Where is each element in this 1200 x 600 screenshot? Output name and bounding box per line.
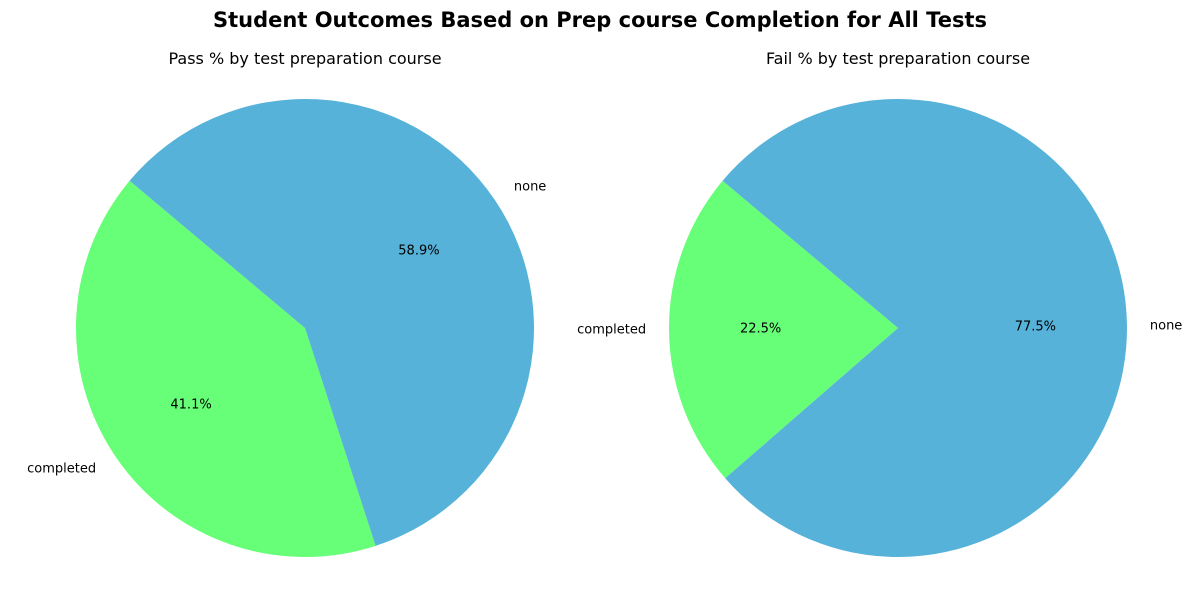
pie-pct-label-completed: 41.1%	[170, 397, 211, 412]
pass-pie-title: Pass % by test preparation course	[168, 49, 441, 68]
pie-slice-none	[722, 99, 1127, 558]
fail-pie-title: Fail % by test preparation course	[766, 49, 1030, 68]
pie-category-label-completed: completed	[577, 323, 646, 338]
fail-pie-chart: Fail % by test preparation course 22.5% c…	[577, 49, 1182, 558]
pie-category-label-none: none	[514, 180, 546, 195]
pie-slice-completed	[668, 180, 898, 479]
pass-pie-chart: Pass % by test preparation course 41.1% c…	[27, 49, 546, 557]
pie-pct-label-none: 77.5%	[1015, 319, 1056, 334]
pie-slice-completed	[76, 180, 376, 557]
pass-pie-slices: 41.1% completed 58.9% none	[27, 98, 546, 557]
figure-title: Student Outcomes Based on Prep course Co…	[213, 8, 987, 32]
pie-slice-none	[129, 98, 535, 546]
fail-pie-slices: 22.5% completed 77.5% none	[577, 99, 1182, 558]
pie-category-label-none: none	[1150, 318, 1182, 333]
pie-category-label-completed: completed	[27, 461, 96, 476]
pie-pct-label-completed: 22.5%	[740, 322, 781, 337]
pie-pct-label-none: 58.9%	[398, 244, 439, 259]
